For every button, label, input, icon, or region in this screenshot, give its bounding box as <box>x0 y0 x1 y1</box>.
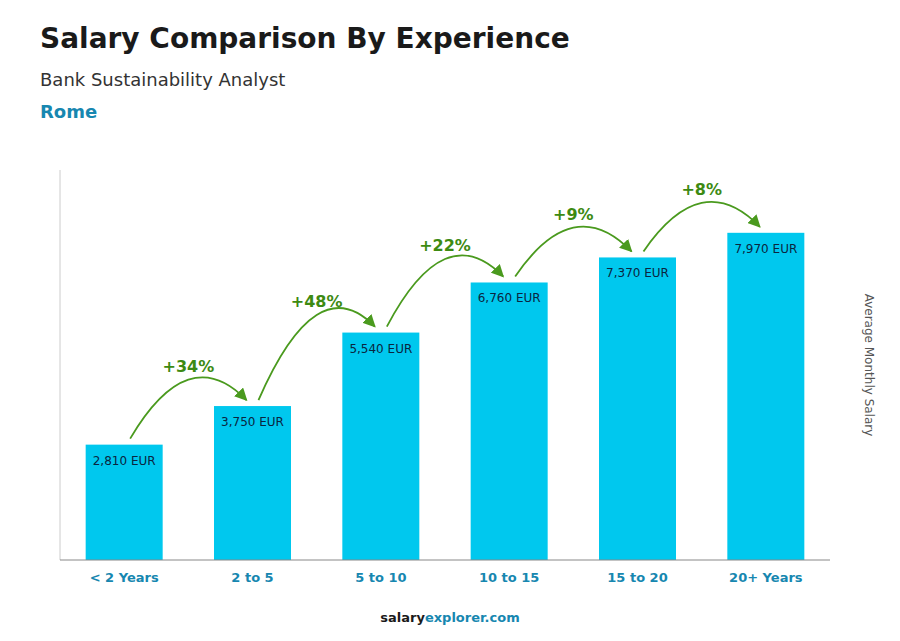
bar <box>214 406 291 560</box>
annotation: +8% <box>681 180 722 199</box>
annotation: +34% <box>162 357 214 376</box>
x-axis <box>60 560 830 561</box>
change-arrow <box>387 255 503 326</box>
annotation: +48% <box>291 292 343 311</box>
bar <box>86 445 163 560</box>
bar <box>471 282 548 560</box>
change-arrow <box>644 202 760 252</box>
x-tick-label: 5 to 10 <box>355 570 406 585</box>
x-tick-label: 10 to 15 <box>479 570 539 585</box>
data-label: 7,370 EUR <box>606 266 669 280</box>
annotation: +22% <box>419 236 471 255</box>
footer: salaryexplorer.com <box>380 610 519 625</box>
footer-part: explorer.com <box>425 610 520 625</box>
x-tick-label: 2 to 5 <box>231 570 273 585</box>
data-label: 3,750 EUR <box>221 415 284 429</box>
x-tick-label: 20+ Years <box>729 570 803 585</box>
subtitle: Bank Sustainability Analyst <box>40 69 285 90</box>
data-label: 2,810 EUR <box>93 454 156 468</box>
y-axis <box>60 170 61 560</box>
bar <box>342 333 419 560</box>
change-arrow <box>259 308 375 400</box>
data-label: 5,540 EUR <box>349 342 412 356</box>
x-tick-label: 15 to 20 <box>607 570 667 585</box>
bar <box>727 233 804 560</box>
bars <box>86 233 805 560</box>
change-arrow <box>130 377 246 438</box>
city: Rome <box>40 101 97 122</box>
footer-part: salary <box>380 610 425 625</box>
y-axis-label: Average Monthly Salary <box>862 294 876 437</box>
change-arrow <box>515 227 631 277</box>
x-tick-label: < 2 Years <box>90 570 159 585</box>
annotation: +9% <box>553 205 594 224</box>
data-label: 7,970 EUR <box>734 242 797 256</box>
title: Salary Comparison By Experience <box>40 22 570 55</box>
bar <box>599 257 676 560</box>
data-label: 6,760 EUR <box>478 291 541 305</box>
chart: Salary Comparison By Experience Bank Sust… <box>0 0 900 641</box>
